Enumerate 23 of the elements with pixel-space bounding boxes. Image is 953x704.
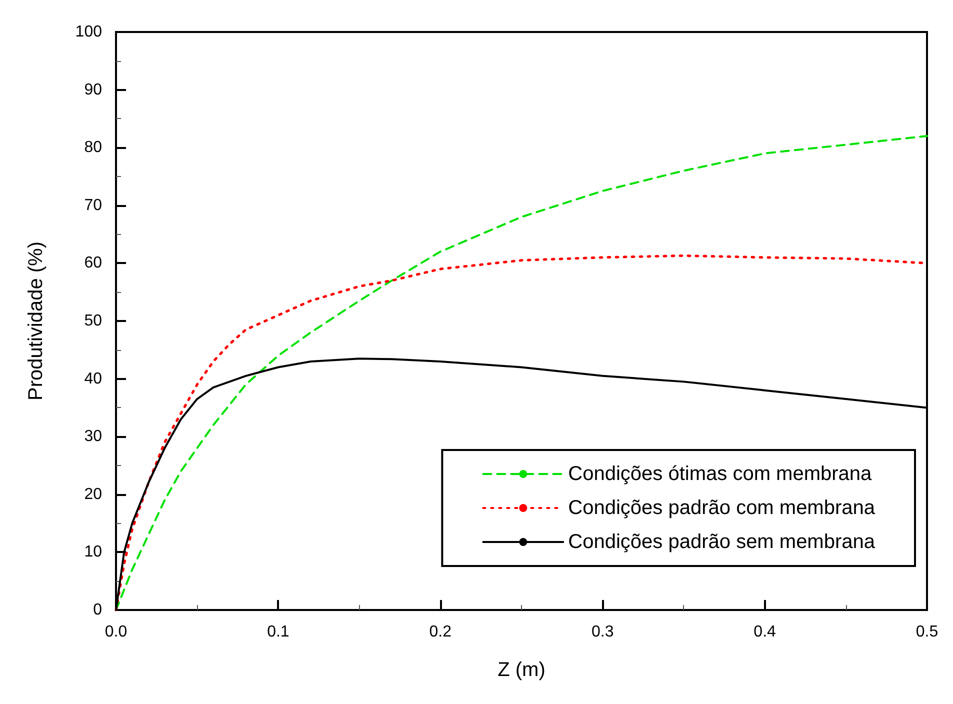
y-tick-label: 50 xyxy=(84,312,102,330)
x-tick-label: 0.1 xyxy=(267,624,290,640)
y-tick-label: 30 xyxy=(84,428,102,446)
x-tick-label: 0.4 xyxy=(754,624,776,640)
y-tick-label: 0 xyxy=(93,602,102,618)
x-tick-label: 0.3 xyxy=(591,624,614,640)
y-tick-label: 20 xyxy=(84,486,102,503)
y-tick-label: 10 xyxy=(84,544,102,561)
y-tick-label: 60 xyxy=(84,254,102,272)
y-tick-label: 70 xyxy=(84,196,102,214)
y-tick-label: 80 xyxy=(84,139,102,156)
x-tick-label: 0.0 xyxy=(104,624,128,640)
legend-label: Condições ótimas com membrana xyxy=(568,463,873,485)
line-series xyxy=(115,135,928,611)
y-tick-label: 40 xyxy=(84,370,102,388)
y-tick-label: 90 xyxy=(84,81,102,98)
legend-label: Condições padrão com membrana xyxy=(568,497,876,519)
x-tick-label: 0.5 xyxy=(916,624,938,640)
y-tick-label: 100 xyxy=(75,24,102,40)
x-tick-label: 0.2 xyxy=(429,624,452,640)
x-axis-title: Z (m) xyxy=(498,659,546,681)
legend-label: Condições padrão sem membrana xyxy=(568,531,876,553)
y-axis-title: Produtividade (%) xyxy=(25,242,47,400)
